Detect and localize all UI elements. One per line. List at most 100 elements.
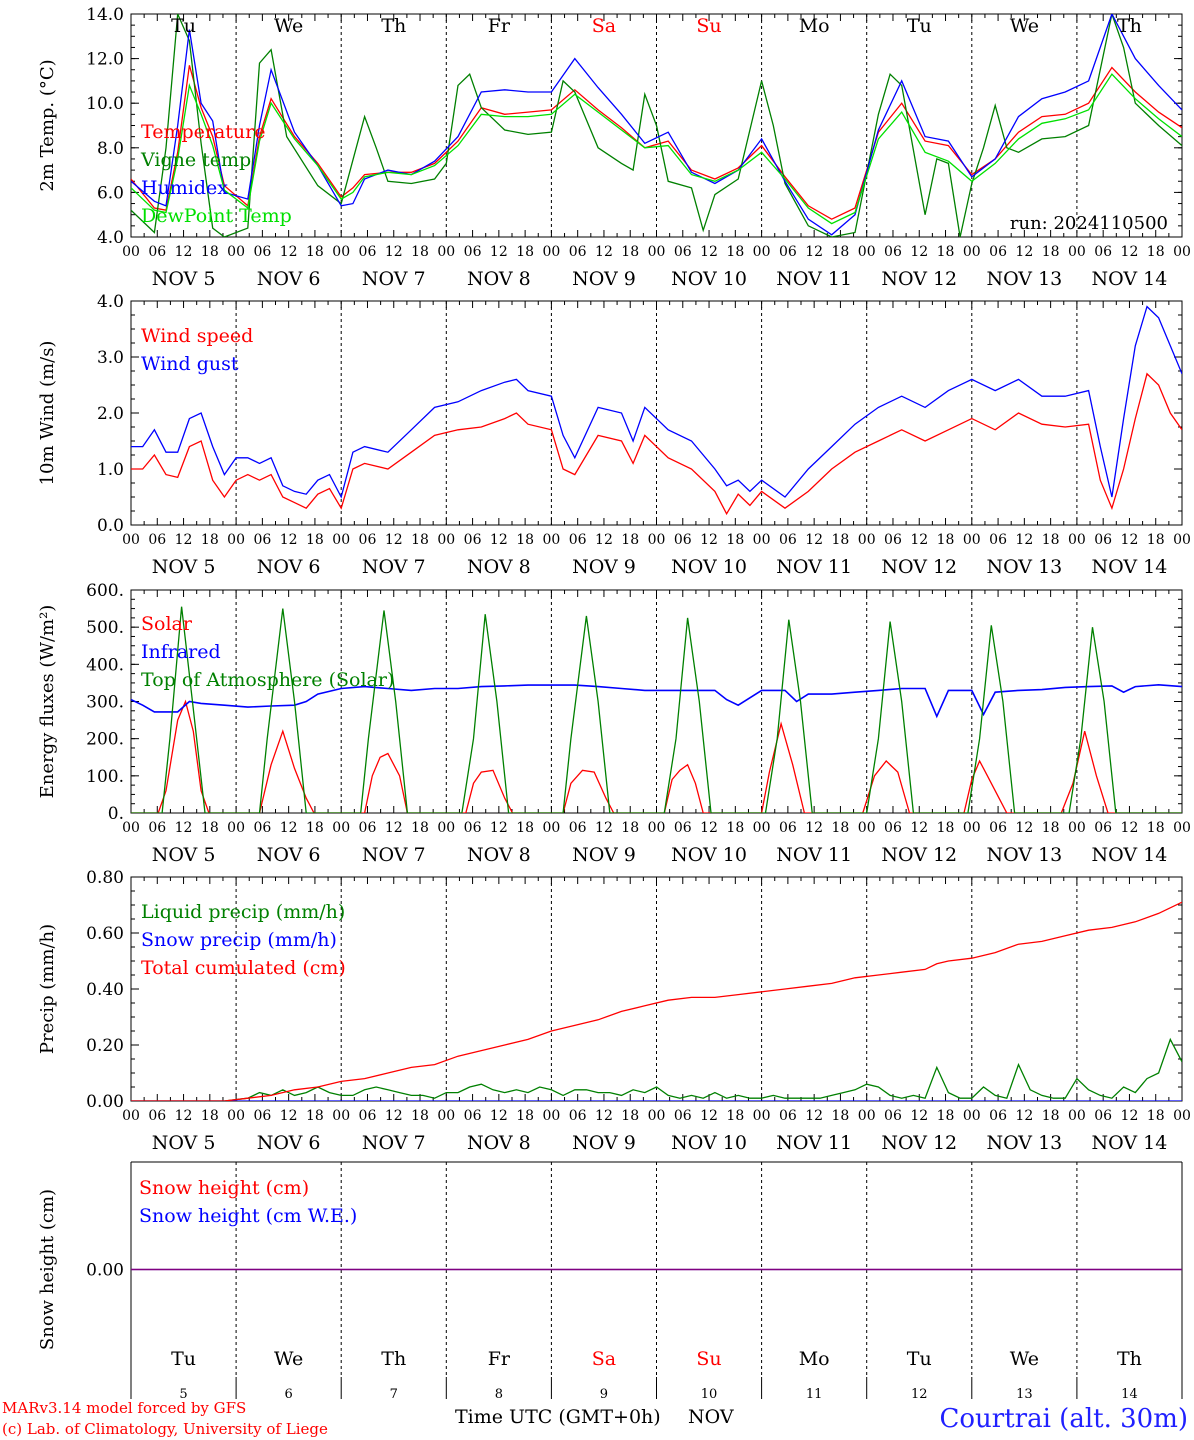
weekday-label: Fr: [488, 15, 511, 37]
panel-snow: 0.00 Snow height (cm) Snow height (cm) Snow…: [37, 1161, 1183, 1402]
date-label: NOV 6: [257, 844, 321, 866]
hour-tick-label: 06: [779, 244, 797, 260]
hour-tick-label: 18: [726, 532, 744, 548]
hour-tick-label: 06: [674, 244, 692, 260]
hour-tick-label: 00: [332, 820, 350, 836]
hour-tick-label: 12: [1015, 532, 1033, 548]
date-label: NOV 6: [257, 268, 321, 290]
hour-tick-label: 12: [280, 532, 298, 548]
hour-tick-label: 06: [674, 532, 692, 548]
hour-tick-label: 12: [910, 532, 928, 548]
hour-tick-label: 18: [306, 820, 324, 836]
hour-tick-label: 18: [516, 820, 534, 836]
y-tick-label: 400.: [86, 655, 124, 675]
date-label: NOV 5: [152, 268, 216, 290]
hour-tick-label: 06: [569, 244, 587, 260]
hour-tick-label: 12: [175, 1108, 193, 1124]
hour-tick-label: 06: [148, 820, 166, 836]
day-number-label: 8: [495, 1387, 503, 1402]
date-label: NOV 8: [467, 844, 531, 866]
hour-tick-label: 18: [1042, 244, 1060, 260]
date-label: NOV 10: [671, 268, 747, 290]
hour-tick-label: 12: [1121, 244, 1139, 260]
weekday-label: We: [274, 1348, 303, 1370]
hour-tick-label: 06: [464, 820, 482, 836]
date-label: NOV 13: [986, 268, 1062, 290]
series-line-vigne-temp: [131, 14, 1182, 237]
hour-tick-label: 12: [1015, 1108, 1033, 1124]
y-tick-label: 0.0: [97, 516, 124, 536]
hour-tick-label: 06: [1094, 820, 1112, 836]
hour-tick-label: 18: [726, 244, 744, 260]
date-label: NOV 12: [881, 556, 957, 578]
hour-tick-label: 18: [201, 1108, 219, 1124]
x-axis-month: NOV: [688, 1406, 734, 1428]
y-axis-label: 2m Temp. (°C): [37, 59, 58, 191]
y-tick-label: 600.: [86, 581, 124, 601]
series-line-liquid-precip-mm-h-: [131, 1037, 1182, 1101]
hour-tick-label: 18: [201, 532, 219, 548]
hour-tick-label: 06: [1094, 244, 1112, 260]
date-label: NOV 14: [1092, 268, 1168, 290]
hour-tick-label: 18: [201, 820, 219, 836]
hour-tick-label: 00: [858, 532, 876, 548]
hour-tick-label: 06: [359, 1108, 377, 1124]
legend-entry: Vigne temp: [140, 149, 251, 171]
hour-tick-label: 06: [989, 244, 1007, 260]
y-tick-label: 0.60: [86, 924, 124, 944]
y-tick-label: 0.00: [86, 1261, 124, 1281]
hour-tick-label: 00: [227, 1108, 245, 1124]
weekday-label: Su: [696, 1348, 721, 1370]
day-number-label: 10: [701, 1387, 718, 1402]
y-tick-label: 0.80: [86, 868, 124, 888]
date-label: NOV 13: [986, 844, 1062, 866]
hour-tick-label: 06: [1094, 532, 1112, 548]
hour-tick-label: 00: [122, 820, 140, 836]
panel-precip: 0.00 0.20 0.40 0.60 0.80 Precip (mm/h) Liquid …: [37, 868, 1191, 1154]
hour-tick-label: 06: [884, 244, 902, 260]
hour-tick-label: 06: [989, 532, 1007, 548]
y-axis-label: Energy fluxes (W/m²): [37, 605, 58, 799]
hour-tick-label: 06: [464, 244, 482, 260]
y-axis-label: Snow height (cm): [37, 1189, 58, 1350]
legend-entry: DewPoint Temp: [141, 205, 292, 227]
hour-tick-label: 00: [542, 244, 560, 260]
chart-panels: 4.0 6.0 8.0 10.0 12.0 14.0 2m Temp. (°C) Temper…: [37, 5, 1191, 1402]
legend-entry: Snow height (cm): [139, 1177, 309, 1199]
hour-tick-label: 06: [674, 820, 692, 836]
hour-tick-label: 00: [1173, 1108, 1191, 1124]
date-label: NOV 11: [776, 268, 852, 290]
hour-tick-label: 06: [569, 820, 587, 836]
legend-entry: Liquid precip (mm/h): [141, 901, 345, 923]
hour-tick-label: 06: [884, 1108, 902, 1124]
hour-tick-label: 00: [753, 820, 771, 836]
date-label: NOV 7: [362, 556, 426, 578]
weekday-label: Sa: [592, 15, 616, 37]
hour-tick-label: 00: [227, 244, 245, 260]
date-label: NOV 5: [152, 556, 216, 578]
weekday-label: Tu: [907, 1348, 932, 1370]
hour-tick-label: 00: [542, 1108, 560, 1124]
hour-tick-label: 06: [884, 532, 902, 548]
legend-entry: Temperature: [141, 121, 265, 143]
day-number-label: 14: [1121, 1387, 1138, 1402]
weekday-label: Tu: [907, 15, 932, 37]
y-tick-label: 0.20: [86, 1036, 124, 1056]
hour-tick-label: 00: [1173, 244, 1191, 260]
station-name: Courtrai (alt. 30m): [940, 1404, 1189, 1434]
hour-tick-label: 00: [1173, 820, 1191, 836]
hour-tick-label: 00: [437, 532, 455, 548]
date-label: NOV 14: [1092, 1132, 1168, 1154]
hour-tick-label: 06: [148, 532, 166, 548]
hour-tick-label: 18: [937, 820, 955, 836]
hour-tick-label: 18: [1147, 820, 1165, 836]
y-tick-label: 1.0: [97, 460, 124, 480]
hour-tick-label: 06: [989, 820, 1007, 836]
hour-tick-label: 06: [1094, 1108, 1112, 1124]
hour-tick-label: 06: [253, 820, 271, 836]
weekday-label: Su: [696, 15, 721, 37]
hour-tick-label: 18: [726, 820, 744, 836]
hour-tick-label: 12: [805, 1108, 823, 1124]
date-label: NOV 10: [671, 556, 747, 578]
